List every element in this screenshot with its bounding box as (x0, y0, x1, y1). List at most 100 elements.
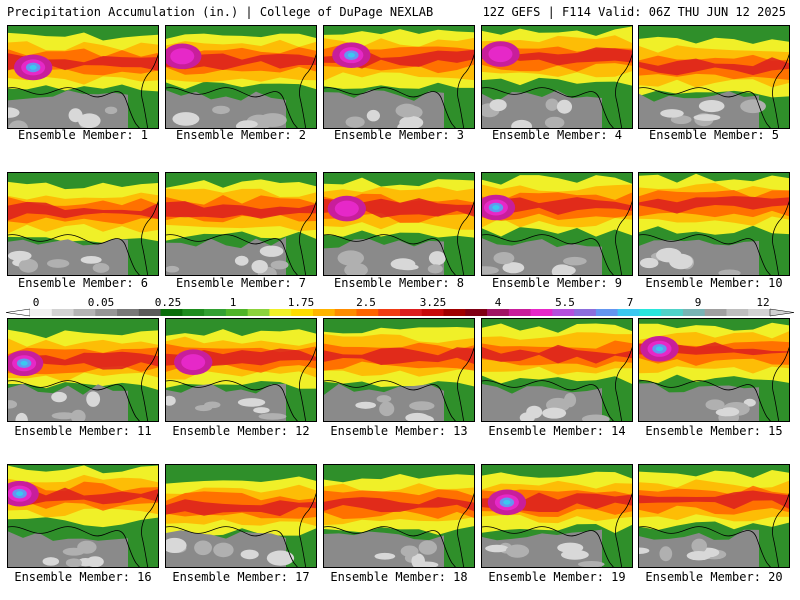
member-map-5 (638, 25, 790, 129)
colorbar-swatch (182, 309, 205, 316)
member-label-14: Ensemble Member: 14 (488, 424, 626, 438)
colorbar-swatch (117, 309, 140, 316)
member-map-15 (638, 318, 790, 422)
run-info: 12Z GEFS | F114 Valid: 06Z THU JUN 12 20… (482, 5, 786, 19)
precip-field-19 (482, 465, 632, 567)
precip-field-16 (8, 465, 158, 567)
colorbar-swatch (443, 309, 466, 316)
colorbar-swatch (465, 309, 488, 316)
member-label-7: Ensemble Member: 7 (175, 276, 307, 290)
member-map-6 (7, 172, 159, 276)
colorbar-swatch (30, 309, 53, 316)
member-label-19: Ensemble Member: 19 (488, 570, 626, 584)
member-map-13 (323, 318, 475, 422)
colorbar-swatch (225, 309, 249, 316)
member-label-3: Ensemble Member: 3 (333, 128, 465, 142)
colorbar-swatch (95, 309, 118, 316)
precip-field-12 (166, 319, 316, 421)
member-label-6: Ensemble Member: 6 (17, 276, 149, 290)
colorbar-swatch (487, 309, 510, 316)
colorbar-swatch (748, 309, 771, 316)
member-label-16: Ensemble Member: 16 (14, 570, 152, 584)
member-label-13: Ensemble Member: 13 (330, 424, 468, 438)
precip-field-3 (324, 26, 474, 128)
colorbar-tick-label: 12 (756, 296, 770, 309)
colorbar-swatch (661, 309, 684, 316)
precip-field-6 (8, 173, 158, 275)
colorbar-max-arrow (769, 308, 795, 317)
colorbar-swatch (726, 309, 749, 316)
member-map-8 (323, 172, 475, 276)
member-label-2: Ensemble Member: 2 (175, 128, 307, 142)
colorbar-swatch (400, 309, 423, 316)
colorbar-tick-label: 2.5 (356, 296, 376, 309)
precip-field-8 (324, 173, 474, 275)
precip-field-9 (482, 173, 632, 275)
colorbar-tick-label: 7 (626, 296, 634, 309)
colorbar-swatch (334, 309, 357, 316)
precip-colorbar (5, 308, 795, 317)
member-label-11: Ensemble Member: 11 (14, 424, 152, 438)
colorbar-swatch (247, 309, 270, 316)
colorbar-swatch (73, 309, 96, 316)
precip-field-17 (166, 465, 316, 567)
colorbar-tick-label: 5.5 (555, 296, 575, 309)
colorbar-swatch (682, 309, 706, 316)
member-map-9 (481, 172, 633, 276)
member-label-17: Ensemble Member: 17 (172, 570, 310, 584)
member-map-12 (165, 318, 317, 422)
precip-field-18 (324, 465, 474, 567)
member-label-1: Ensemble Member: 1 (17, 128, 149, 142)
colorbar-swatch (160, 309, 183, 316)
member-label-9: Ensemble Member: 9 (491, 276, 623, 290)
colorbar-swatch (138, 309, 162, 316)
colorbar-swatch (530, 309, 553, 316)
member-map-3 (323, 25, 475, 129)
precip-field-5 (639, 26, 789, 128)
precip-field-2 (166, 26, 316, 128)
member-label-20: Ensemble Member: 20 (645, 570, 783, 584)
colorbar-tick-label: 3.25 (419, 296, 447, 309)
colorbar-tick-label: 0.25 (154, 296, 182, 309)
colorbar-swatch (291, 309, 314, 316)
colorbar-tick-label: 4 (494, 296, 502, 309)
member-map-10 (638, 172, 790, 276)
member-label-4: Ensemble Member: 4 (491, 128, 623, 142)
colorbar-swatch (312, 309, 336, 316)
precip-field-14 (482, 319, 632, 421)
colorbar-tick-label: 0.05 (87, 296, 115, 309)
colorbar-swatch (378, 309, 401, 316)
colorbar-swatch (356, 309, 379, 316)
colorbar-tick-label: 9 (694, 296, 702, 309)
colorbar-swatch (421, 309, 445, 316)
member-map-2 (165, 25, 317, 129)
colorbar-tick-label: 0 (32, 296, 40, 309)
member-label-12: Ensemble Member: 12 (172, 424, 310, 438)
colorbar-swatch (269, 309, 292, 316)
member-map-14 (481, 318, 633, 422)
colorbar-swatch (508, 309, 532, 316)
precip-field-11 (8, 319, 158, 421)
member-map-1 (7, 25, 159, 129)
precip-field-1 (8, 26, 158, 128)
colorbar-swatch (204, 309, 227, 316)
precip-field-20 (639, 465, 789, 567)
colorbar-swatch (595, 309, 619, 316)
precip-field-15 (639, 319, 789, 421)
member-map-19 (481, 464, 633, 568)
colorbar-swatch (552, 309, 575, 316)
member-label-5: Ensemble Member: 5 (648, 128, 780, 142)
member-map-7 (165, 172, 317, 276)
member-label-8: Ensemble Member: 8 (333, 276, 465, 290)
colorbar-swatch (617, 309, 640, 316)
map-title: Precipitation Accumulation (in.) | Colle… (7, 5, 434, 19)
member-map-11 (7, 318, 159, 422)
member-map-17 (165, 464, 317, 568)
precip-field-10 (639, 173, 789, 275)
colorbar-swatch (704, 309, 727, 316)
precip-field-7 (166, 173, 316, 275)
precip-field-13 (324, 319, 474, 421)
member-map-18 (323, 464, 475, 568)
colorbar-min-arrow (5, 308, 31, 317)
member-map-16 (7, 464, 159, 568)
